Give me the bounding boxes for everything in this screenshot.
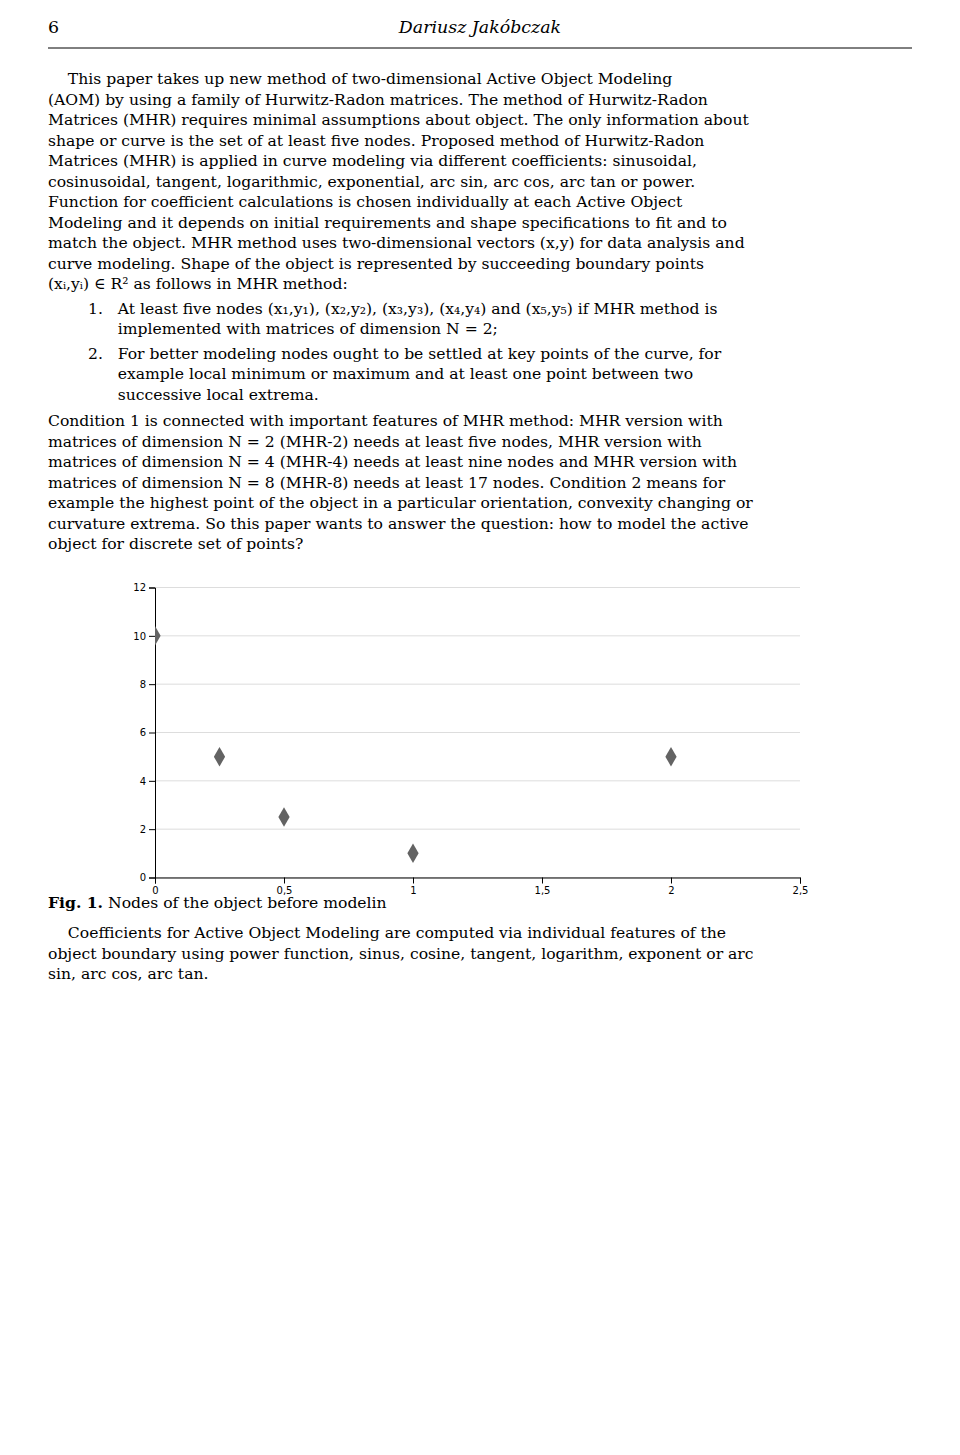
tick-mark	[149, 829, 155, 830]
scatter-point	[665, 747, 676, 767]
tick-mark	[149, 636, 155, 637]
tick-label: 10	[133, 631, 146, 642]
y-axis: 0 2 4 6 8 10 12	[133, 582, 155, 883]
tick-label: 0	[140, 872, 146, 883]
body-line: Condition 1 is connected with important …	[48, 412, 723, 430]
body-line: (AOM) by using a family of Hurwitz-Radon…	[48, 91, 708, 109]
tick-label: 1	[410, 885, 416, 896]
body-line: match the object. MHR method uses two-di…	[48, 234, 745, 252]
body-line: This paper takes up new method of two-di…	[48, 70, 672, 88]
body-line: sin, arc cos, arc tan.	[48, 965, 208, 983]
tick: 1,5	[535, 878, 551, 896]
tick: 2	[668, 878, 674, 896]
tick: 10	[133, 631, 155, 642]
tick-mark	[149, 878, 155, 879]
tick-mark	[284, 878, 285, 884]
body-line: matrices of dimension N = 2 (MHR-2) need…	[48, 433, 702, 451]
grid-line	[155, 829, 800, 830]
grid	[155, 588, 800, 878]
body-line: Matrices (MHR) requires minimal assumpti…	[48, 111, 749, 129]
list-item-line: 2. For better modeling nodes ought to be…	[88, 345, 722, 363]
body-line: example the highest point of the object …	[48, 494, 753, 512]
tick: 6	[140, 727, 155, 738]
body-line: matrices of dimension N = 8 (MHR-8) need…	[48, 474, 726, 492]
tick-mark	[671, 878, 672, 884]
body-line: curve modeling. Shape of the object is r…	[48, 255, 704, 273]
scatter-point	[155, 626, 161, 646]
tick: 8	[140, 679, 155, 690]
tick-label: 6	[140, 727, 146, 738]
list-item-line: implemented with matrices of dimension N…	[88, 320, 498, 338]
grid-line	[155, 587, 800, 588]
tick-mark	[542, 878, 543, 884]
body-line: curvature extrema. So this paper wants t…	[48, 515, 748, 533]
caption-text: Nodes of the object before modelin	[108, 894, 387, 912]
list-item-line: 1. At least five nodes (x₁,y₁), (x₂,y₂),…	[88, 300, 717, 318]
page-number: 6	[48, 17, 59, 37]
tick-label: 8	[140, 679, 146, 690]
tick: 0,5	[277, 878, 293, 896]
axis-line	[156, 878, 801, 884]
chart: 0 0,5 1 1,5 2 2,5 0 2 4 6 8 10 12	[133, 582, 808, 895]
body-line: Modeling and it depends on initial requi…	[48, 214, 727, 232]
list-item-line: successive local extrema.	[88, 386, 319, 404]
tick-label: 4	[140, 776, 146, 787]
tick: 2,5	[793, 878, 809, 896]
axis-line	[149, 588, 156, 878]
points	[155, 626, 677, 863]
tick: 12	[133, 582, 155, 593]
tick-mark	[149, 781, 155, 782]
tick-label: 12	[133, 582, 146, 593]
tick: 1	[410, 878, 416, 896]
tick: 0	[152, 878, 158, 896]
grid-line	[155, 732, 800, 733]
body-line: object boundary using power function, si…	[48, 945, 754, 963]
body-line: shape or curve is the set of at least fi…	[48, 132, 704, 150]
body-line: object for discrete set of points?	[48, 535, 303, 553]
tick-label: 2	[668, 885, 674, 896]
body-line: Matrices (MHR) is applied in curve model…	[48, 152, 697, 170]
tick-mark	[800, 878, 801, 884]
tick-label: 1,5	[535, 885, 551, 896]
tick-mark	[149, 588, 155, 589]
body-line: matrices of dimension N = 4 (MHR-4) need…	[48, 453, 737, 471]
header-separator	[48, 48, 912, 49]
list-item-line: example local minimum or maximum and at …	[88, 365, 693, 383]
tick-mark	[149, 733, 155, 734]
x-axis: 0 0,5 1 1,5 2 2,5	[152, 878, 808, 896]
tick-mark	[149, 684, 155, 685]
caption-label: Fig. 1.	[48, 893, 103, 912]
tick-label: 2,5	[793, 885, 809, 896]
grid-line	[155, 780, 800, 781]
grid-line	[155, 684, 800, 685]
tick: 4	[140, 776, 155, 787]
body-line: (xᵢ,yᵢ) ∈ R² as follows in MHR method:	[48, 275, 348, 293]
grid-line	[155, 635, 800, 636]
tick: 0	[140, 872, 155, 883]
scatter-point	[214, 747, 225, 767]
body-line: Function for coefficient calculations is…	[48, 193, 683, 211]
scatter-point	[407, 844, 418, 864]
body-line: cosinusoidal, tangent, logarithmic, expo…	[48, 173, 695, 191]
page: 6 Dariusz Jakóbczak This paper takes up n…	[0, 0, 960, 1455]
header-title: Dariusz Jakóbczak	[398, 17, 561, 37]
body-line: Coefficients for Active Object Modeling …	[48, 924, 726, 942]
tick-mark	[413, 878, 414, 884]
tick-label: 2	[140, 824, 146, 835]
scatter-point	[278, 807, 289, 827]
tick: 2	[140, 824, 155, 835]
